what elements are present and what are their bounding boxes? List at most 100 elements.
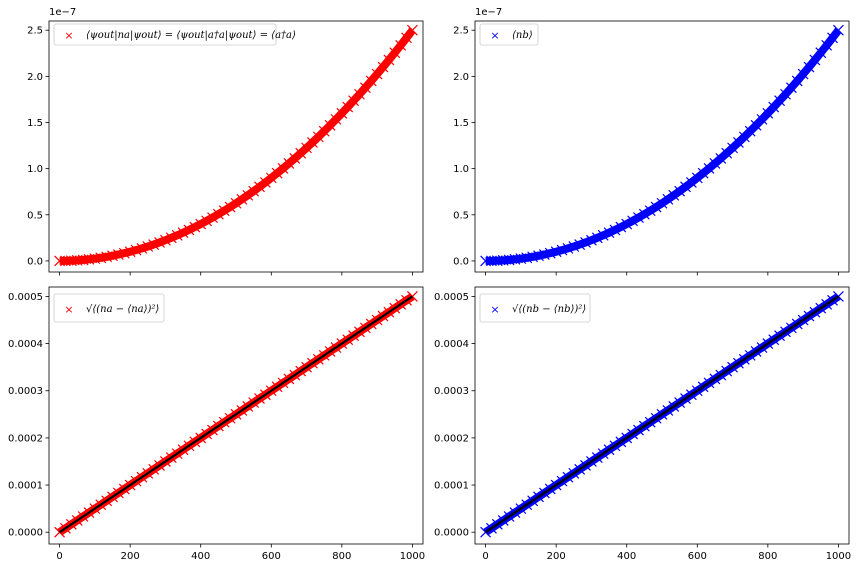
- data-point: [389, 47, 401, 59]
- trend-line: [484, 295, 840, 534]
- data-point: [827, 32, 838, 44]
- x-tick-label: 0: [482, 551, 488, 562]
- data-point: [580, 236, 591, 248]
- data-point: [556, 244, 568, 256]
- x-tick-label: 200: [121, 551, 140, 562]
- data-point: [136, 242, 148, 254]
- data-point: [371, 68, 383, 80]
- data-point: [201, 215, 213, 227]
- axes-frame-top-left: [48, 20, 424, 273]
- data-point: [668, 189, 680, 201]
- data-point: [171, 229, 183, 241]
- y-tick-label: 2.0: [27, 72, 43, 83]
- y-tick-label: 2.5: [453, 26, 469, 37]
- data-point: [680, 181, 691, 193]
- data-point: [165, 232, 177, 244]
- data-point: [365, 75, 377, 87]
- y-tick-label: 0.0004: [8, 339, 43, 350]
- data-point: [809, 54, 821, 66]
- trend-line-shadow: [484, 294, 840, 534]
- x-tick-label: 600: [688, 551, 707, 562]
- data-point: [377, 61, 389, 73]
- data-point: [803, 61, 815, 73]
- y-tick-label: 1.5: [453, 118, 469, 129]
- legend-box: [479, 23, 539, 46]
- axes-frame-bottom-right: [474, 286, 850, 545]
- data-point: [609, 224, 621, 236]
- y-tick-label: 0.0004: [434, 339, 469, 350]
- legend-box: [479, 293, 591, 323]
- data-point: [832, 24, 844, 36]
- data-point: [218, 205, 230, 217]
- data-point: [621, 218, 633, 230]
- data-point: [236, 193, 248, 205]
- legend-box: [53, 293, 165, 323]
- data-point: [662, 193, 674, 205]
- data-point: [691, 172, 703, 184]
- panel-top-right: 1e−7 × ⟨nb⟩ 0.0 0.5 1.0 1.5 2.0 2.5: [453, 7, 850, 276]
- y-tick-label: 0.0: [27, 256, 43, 267]
- data-point: [401, 32, 412, 44]
- data-point: [195, 218, 207, 230]
- data-point: [703, 162, 715, 174]
- y-tick-label: 0.0002: [8, 433, 43, 444]
- x-tick-label: 0: [56, 551, 62, 562]
- x-tick-label: 400: [617, 551, 636, 562]
- data-point: [248, 185, 260, 197]
- data-point: [591, 232, 603, 244]
- x-tick-label: 600: [262, 551, 281, 562]
- data-point: [797, 68, 809, 80]
- y-tick-label: 1.0: [453, 164, 469, 175]
- data-point: [644, 205, 656, 217]
- data-point: [148, 239, 160, 250]
- y-tick-label: 0.0005: [434, 292, 469, 303]
- data-point: [821, 39, 833, 51]
- plot-area-bottom-right: [480, 291, 844, 538]
- y-tick-label: 2.0: [453, 72, 469, 83]
- plot-area-bottom-left: [54, 291, 418, 538]
- plot-area-top-left: [54, 24, 418, 267]
- panel-bottom-right: × √⟨(nb − ⟨nb⟩)²⟩ 0 200 400 600 800 1000 0.000…: [434, 286, 851, 562]
- y-tick-label: 0.0000: [434, 528, 469, 539]
- legend-label-top-left: ⟨ψout|na|ψout⟩ = ⟨ψout|a†a|ψout⟩ = ⟨a†a⟩: [86, 30, 296, 41]
- data-point: [638, 208, 650, 220]
- y-tick-label: 0.5: [453, 210, 469, 221]
- y-offset-label-top-right: 1e−7: [475, 7, 502, 18]
- data-point: [597, 229, 609, 241]
- data-point: [259, 177, 271, 188]
- data-point: [177, 227, 189, 239]
- data-point: [271, 167, 283, 179]
- data-point: [265, 172, 277, 184]
- y-tick-label: 0.0002: [434, 433, 469, 444]
- data-point: [224, 201, 236, 213]
- legend-label-bottom-left: √⟨(na − ⟨na⟩)²⟩: [86, 304, 159, 315]
- data-point: [154, 236, 165, 248]
- data-point: [130, 244, 142, 256]
- axes-frame-bottom-left: [48, 286, 424, 545]
- panel-top-left: 1e−7 × ⟨ψout|na|ψout⟩ = ⟨ψout|a†a|ψout⟩ …: [27, 7, 424, 276]
- x-tick-label: 1000: [826, 551, 851, 562]
- data-point: [406, 24, 418, 36]
- x-tick-label: 800: [332, 551, 351, 562]
- y-tick-label: 2.5: [27, 26, 43, 37]
- data-point: [656, 197, 668, 209]
- y-tick-label: 1.0: [27, 164, 43, 175]
- legend-marker: ×: [64, 303, 73, 316]
- x-tick-label: 200: [547, 551, 566, 562]
- data-point: [615, 221, 627, 233]
- legend-top-left: × ⟨ψout|na|ψout⟩ = ⟨ψout|a†a|ψout⟩ = ⟨a†…: [53, 23, 296, 46]
- data-point: [562, 242, 574, 254]
- y-tick-label: 0.0003: [434, 386, 469, 397]
- y-tick-label: 1.5: [27, 118, 43, 129]
- y-tick-label: 0.0003: [8, 386, 43, 397]
- y-tick-label: 0.0001: [8, 481, 43, 492]
- legend-bottom-left: × √⟨(na − ⟨na⟩)²⟩: [53, 293, 165, 323]
- data-point: [395, 39, 407, 51]
- data-point: [791, 75, 803, 87]
- legend-marker: ×: [64, 29, 73, 42]
- panel-bottom-left: × √⟨(na − ⟨na⟩)²⟩ 0 200 400 600 800 1000 0.000…: [8, 286, 425, 562]
- y-tick-label: 0.0000: [8, 528, 43, 539]
- data-point: [212, 208, 224, 220]
- y-tick-label: 0.5: [27, 210, 43, 221]
